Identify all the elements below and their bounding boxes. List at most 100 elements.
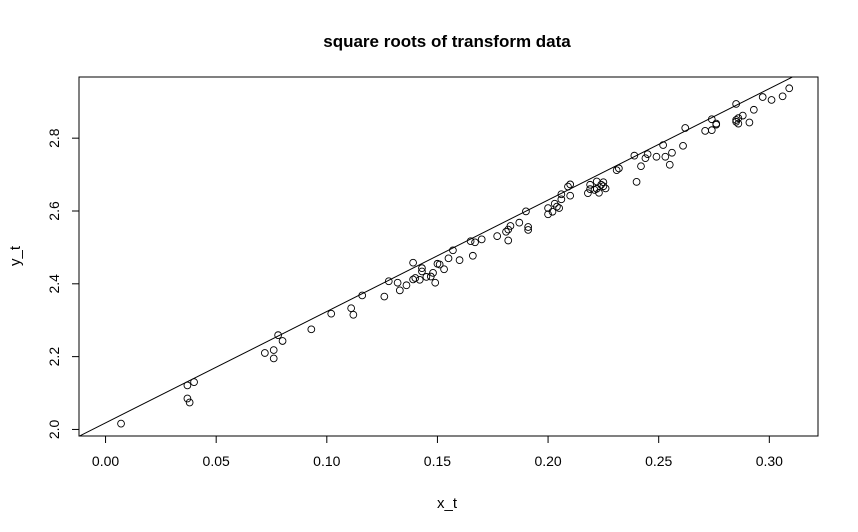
data-point <box>599 182 608 191</box>
data-point <box>384 277 393 286</box>
data-point <box>422 273 431 281</box>
data-point <box>601 184 610 193</box>
data-point <box>615 164 623 173</box>
data-point <box>183 394 192 403</box>
data-point <box>665 160 674 169</box>
data-point <box>269 354 278 363</box>
y-tick-label: 2.2 <box>46 347 62 367</box>
data-point <box>429 269 437 277</box>
y-tick-label: 2.6 <box>46 201 62 221</box>
data-point <box>767 96 776 104</box>
regression-line <box>79 77 794 436</box>
x-axis: 0.00 0.05 0.10 0.15 0.20 0.25 0.30 <box>92 435 783 469</box>
data-point <box>269 346 278 354</box>
data-point <box>455 256 464 264</box>
data-point <box>504 236 513 245</box>
data-point <box>592 184 601 193</box>
data-point <box>393 278 402 287</box>
data-point <box>564 182 572 191</box>
data-point <box>641 154 650 163</box>
y-tick-label: 2.8 <box>46 128 62 148</box>
data-point <box>477 235 486 244</box>
data-point <box>637 162 645 171</box>
x-tick-label: 0.20 <box>534 453 561 469</box>
data-point <box>380 292 389 301</box>
data-point <box>466 237 475 246</box>
data-point <box>411 274 420 282</box>
data-point <box>681 124 690 132</box>
x-axis-label: x_t <box>437 495 458 512</box>
data-point <box>738 111 747 120</box>
data-point <box>758 93 767 101</box>
data-point <box>544 210 552 219</box>
data-point <box>418 264 426 273</box>
data-point <box>418 267 426 276</box>
data-point <box>415 275 424 284</box>
data-point <box>785 84 794 93</box>
data-point <box>701 127 710 135</box>
data-point <box>449 246 457 255</box>
data-point <box>468 251 477 260</box>
data-point <box>661 152 670 161</box>
data-point <box>402 281 411 290</box>
x-tick-label: 0.25 <box>645 453 672 469</box>
data-point <box>707 126 716 135</box>
data-point <box>734 114 743 122</box>
data-point <box>668 148 676 157</box>
data-point <box>493 232 502 240</box>
data-point <box>327 309 336 318</box>
data-point <box>630 151 639 160</box>
data-point <box>592 177 601 186</box>
data-point <box>183 381 192 390</box>
x-tick-label: 0.00 <box>92 453 119 469</box>
data-point <box>440 265 448 274</box>
data-point <box>557 190 566 199</box>
data-point <box>659 141 667 149</box>
data-point <box>749 105 758 114</box>
x-tick-label: 0.10 <box>313 453 340 469</box>
data-point <box>190 378 198 386</box>
data-point <box>395 286 404 295</box>
data-point <box>548 207 557 216</box>
data-point <box>506 222 515 230</box>
data-point <box>274 331 282 339</box>
data-point <box>778 92 787 101</box>
data-point <box>431 278 440 287</box>
data-point <box>586 180 594 189</box>
data-point <box>522 207 530 216</box>
y-tick-label: 2.0 <box>46 420 62 440</box>
y-tick-label: 2.4 <box>46 274 62 294</box>
data-point <box>555 204 563 212</box>
data-point <box>557 195 566 204</box>
data-point <box>566 191 575 200</box>
y-axis-label: y_t <box>7 245 24 266</box>
data-point <box>745 118 754 127</box>
data-point <box>117 419 125 428</box>
data-point <box>502 227 510 236</box>
data-point <box>261 349 269 357</box>
data-point <box>278 337 287 345</box>
data-point <box>566 180 575 189</box>
data-point <box>471 238 479 247</box>
fit-line-layer <box>79 77 794 436</box>
data-point <box>349 310 358 319</box>
x-tick-label: 0.15 <box>424 453 451 469</box>
y-axis: 2.0 2.2 2.4 2.6 2.8 <box>46 128 80 440</box>
data-point <box>612 166 621 175</box>
data-point <box>632 178 641 186</box>
data-point <box>347 304 355 313</box>
data-point <box>524 226 533 234</box>
data-point <box>595 188 603 197</box>
data-point <box>524 223 533 231</box>
data-point <box>652 152 661 161</box>
data-point <box>643 150 652 159</box>
data-point <box>734 119 743 128</box>
data-point <box>435 260 444 269</box>
data-point <box>307 325 316 334</box>
data-point <box>732 100 740 108</box>
x-tick-label: 0.05 <box>203 453 230 469</box>
data-point <box>358 291 367 300</box>
chart-title: square roots of transform data <box>323 32 571 51</box>
data-point <box>679 141 687 150</box>
